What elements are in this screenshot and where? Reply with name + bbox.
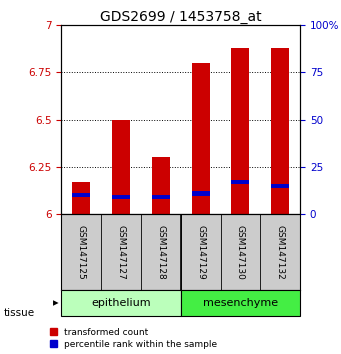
Bar <box>152 158 170 214</box>
Bar <box>271 47 289 214</box>
Bar <box>112 195 130 199</box>
Bar <box>192 192 210 195</box>
Bar <box>232 47 249 214</box>
Text: mesenchyme: mesenchyme <box>203 298 278 308</box>
Text: GSM147128: GSM147128 <box>156 225 165 280</box>
Bar <box>72 182 90 214</box>
Bar <box>112 120 130 214</box>
Text: GSM147127: GSM147127 <box>117 225 125 280</box>
Bar <box>72 193 90 198</box>
Bar <box>271 184 289 188</box>
Bar <box>192 63 210 214</box>
Text: GSM147132: GSM147132 <box>276 225 285 280</box>
Text: GSM147125: GSM147125 <box>77 225 86 280</box>
Text: GSM147130: GSM147130 <box>236 225 245 280</box>
FancyBboxPatch shape <box>181 290 300 316</box>
Bar <box>152 195 170 199</box>
Text: GSM147129: GSM147129 <box>196 225 205 280</box>
Legend: transformed count, percentile rank within the sample: transformed count, percentile rank withi… <box>49 327 218 349</box>
FancyBboxPatch shape <box>61 290 181 316</box>
Text: tissue: tissue <box>3 308 34 318</box>
Text: epithelium: epithelium <box>91 298 151 308</box>
Bar <box>232 180 249 184</box>
Title: GDS2699 / 1453758_at: GDS2699 / 1453758_at <box>100 10 262 24</box>
